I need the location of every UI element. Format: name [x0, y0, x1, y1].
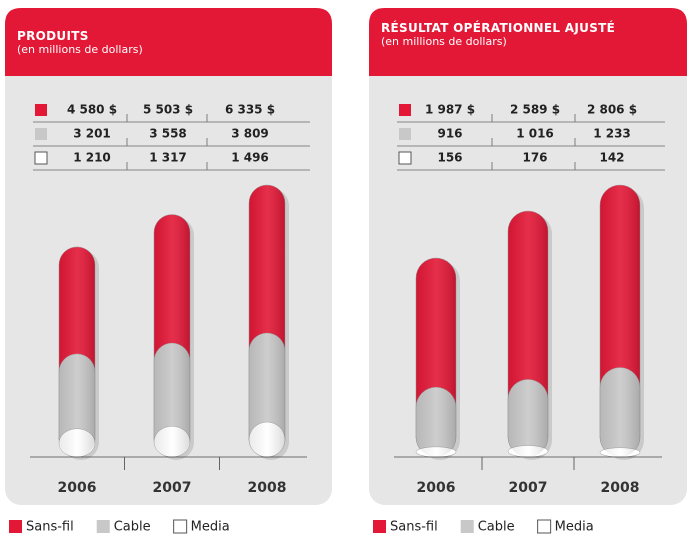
panel-title: RÉSULTAT OPÉRATIONNEL AJUSTÉ [381, 21, 616, 35]
bar-highlight [59, 246, 95, 457]
panel-title: PRODUITS [17, 29, 89, 43]
table-value: 1 317 [149, 151, 187, 165]
legend-label: Media [555, 520, 594, 535]
table-value: 2 806 $ [587, 103, 637, 117]
legend-swatch [9, 520, 22, 533]
x-tick-label: 2007 [509, 480, 548, 496]
bar-highlight [508, 211, 548, 457]
table-legend-swatch [35, 128, 47, 140]
table-value: 156 [437, 151, 462, 165]
panel-subtitle: (en millions de dollars) [17, 43, 143, 56]
table-value: 142 [599, 151, 624, 165]
legend-swatch [537, 519, 552, 534]
table-value: 1 496 [231, 151, 269, 165]
table-value: 916 [437, 127, 462, 141]
legend-swatch [173, 519, 188, 534]
table-value: 1 987 $ [425, 103, 475, 117]
x-tick-label: 2007 [153, 480, 192, 496]
x-tick-label: 2008 [248, 480, 287, 496]
legend-label: Cable [478, 520, 515, 535]
table-legend-swatch [399, 128, 411, 140]
table-value: 1 210 [73, 151, 111, 165]
x-tick-label: 2006 [417, 480, 456, 496]
bar-highlight [154, 214, 190, 457]
panel-header-text: RÉSULTAT OPÉRATIONNEL AJUSTÉ (en millions… [381, 21, 619, 49]
panel-header [369, 8, 687, 76]
panel-header [5, 8, 332, 76]
x-tick-label: 2008 [601, 480, 640, 496]
table-legend-swatch [35, 104, 47, 116]
table-value: 6 335 $ [225, 103, 275, 117]
legend-swatch [373, 520, 386, 533]
legend-label: Sans-fil [26, 520, 74, 535]
panel-subtitle: (en millions de dollars) [381, 35, 507, 48]
table-value: 4 580 $ [67, 103, 117, 117]
table-legend-swatch [34, 151, 48, 165]
legend-label: Sans-fil [390, 520, 438, 535]
legend-label: Cable [114, 520, 151, 535]
legend-swatch [460, 520, 474, 533]
legend-label: Media [191, 520, 230, 535]
table-value: 1 233 [593, 127, 631, 141]
bar-highlight [249, 185, 285, 457]
bar-highlight [416, 257, 456, 457]
bar-highlight [600, 185, 640, 457]
table-legend-swatch [398, 151, 412, 165]
table-value: 2 589 $ [510, 103, 560, 117]
table-legend-swatch [399, 104, 411, 116]
legend-swatch [96, 520, 110, 533]
table-value: 3 809 [231, 127, 269, 141]
table-value: 3 201 [73, 127, 111, 141]
panel-header-text: PRODUITS (en millions de dollars) [17, 29, 264, 57]
table-value: 176 [522, 151, 547, 165]
table-value: 1 016 [516, 127, 554, 141]
table-value: 5 503 $ [143, 103, 193, 117]
table-value: 3 558 [149, 127, 187, 141]
x-tick-label: 2006 [58, 480, 97, 496]
